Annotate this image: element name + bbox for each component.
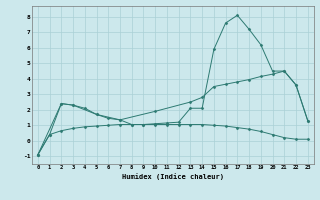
X-axis label: Humidex (Indice chaleur): Humidex (Indice chaleur) [122, 173, 224, 180]
